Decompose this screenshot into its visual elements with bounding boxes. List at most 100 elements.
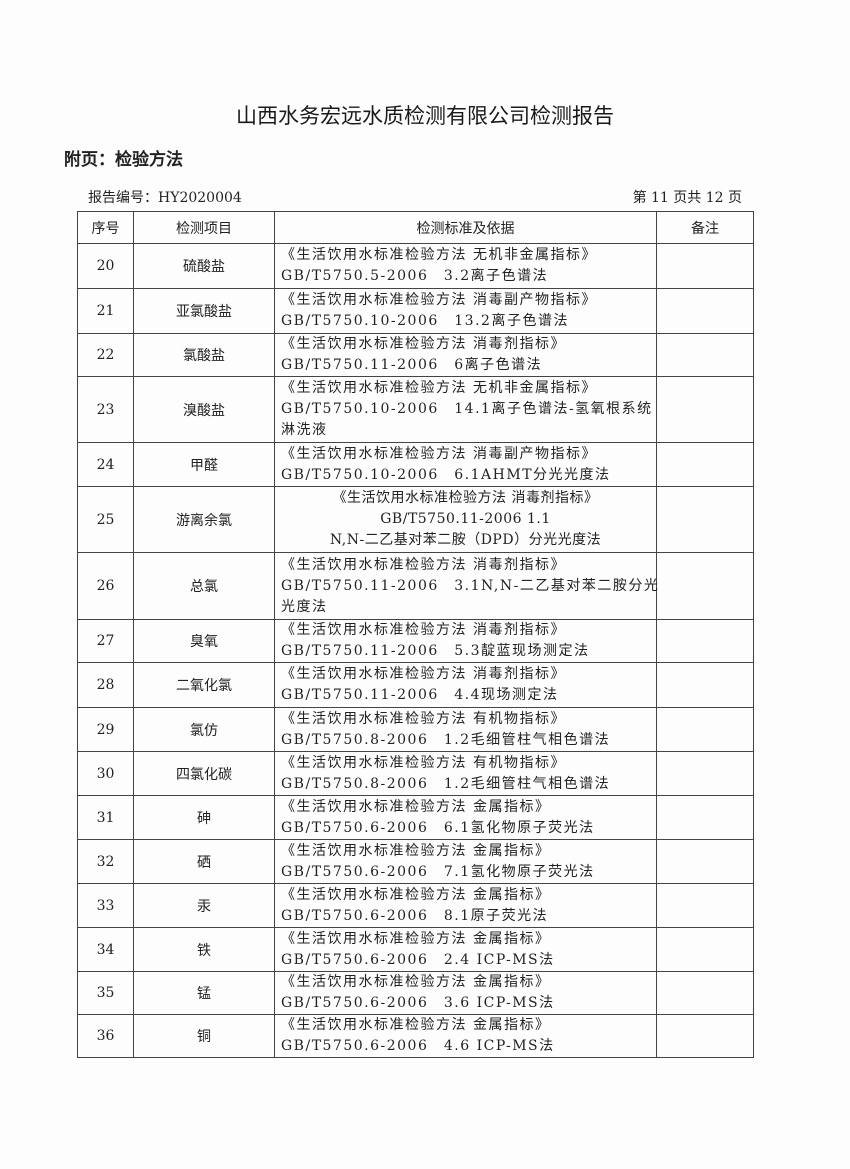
method-line: 淋洗液	[281, 422, 328, 438]
method-line: GB/T5750.10-2006 14.1离子色谱法-氢氧根系统	[281, 401, 653, 417]
note	[656, 795, 754, 840]
table-row: 20 硫酸盐 《生活饮用水标准检验方法 无机非金属指标》 GB/T5750.5-200…	[77, 243, 754, 289]
note	[656, 288, 754, 334]
test-method: 《生活饮用水标准检验方法 消毒副产物指标》 GB/T5750.10-2006 6.…	[274, 442, 657, 487]
test-method: 《生活饮用水标准检验方法 消毒剂指标》 GB/T5750.11-2006 3.1N…	[274, 552, 658, 620]
test-item: 硒	[133, 839, 275, 884]
method-line: 《生活饮用水标准检验方法 有机物指标》	[281, 754, 566, 771]
method-line: 《生活饮用水标准检验方法 金属指标》	[281, 1017, 551, 1033]
test-item: 汞	[133, 883, 275, 928]
row-number: 26	[77, 552, 134, 620]
method-line: GB/T5750.5-2006 3.2离子色谱法	[281, 268, 549, 284]
test-method: 《生活饮用水标准检验方法 金属指标》 GB/T5750.6-2006 8.1原子荧…	[274, 883, 657, 928]
method-line: 《生活饮用水标准检验方法 消毒副产物指标》	[281, 292, 597, 308]
test-method: 《生活饮用水标准检验方法 无机非金属指标》 GB/T5750.5-2006 3.2…	[274, 243, 657, 289]
appendix-subtitle: 附页：检验方法	[64, 150, 183, 170]
method-line: GB/T5750.6-2006 7.1氢化物原子荧光法	[281, 863, 595, 880]
table-row: 27 臭氧 《生活饮用水标准检验方法 消毒剂指标》 GB/T5750.11-2006 …	[77, 619, 754, 663]
test-method: 《生活饮用水标准检验方法 消毒剂指标》 GB/T5750.11-2006 6离子色…	[274, 333, 657, 377]
method-line: 《生活饮用水标准检验方法 消毒剂指标》	[332, 490, 599, 506]
method-line: 《生活饮用水标准检验方法 金属指标》	[281, 974, 551, 990]
table-row: 30 四氯化碳 《生活饮用水标准检验方法 有机物指标》 GB/T5750.8-2006…	[77, 751, 754, 796]
table-row: 33 汞《生活饮用水标准检验方法 金属指标》 GB/T5750.6-2006 8.1…	[77, 883, 754, 928]
row-number: 32	[77, 839, 134, 884]
note	[656, 376, 754, 443]
table-row: 21 亚氯酸盐 《生活饮用水标准检验方法 消毒副产物指标》 GB/T5750.10-2…	[77, 288, 754, 334]
note	[656, 662, 754, 708]
header-no: 序号	[77, 211, 134, 244]
test-method: 《生活饮用水标准检验方法 金属指标》 GB/T5750.6-2006 7.1氢化物…	[274, 839, 657, 884]
header-note: 备注	[656, 211, 754, 244]
row-number: 34	[77, 927, 134, 972]
row-number: 23	[77, 376, 134, 443]
method-line: N,N-二乙基对苯二胺（DPD）分光光度法	[329, 532, 602, 548]
method-line: 《生活饮用水标准检验方法 消毒副产物指标》	[281, 445, 597, 462]
test-item: 二氧化氯	[133, 662, 275, 708]
test-item: 四氯化碳	[133, 751, 275, 796]
table-row: 35 锰《生活饮用水标准检验方法 金属指标》 GB/T5750.6-2006 3.6…	[77, 971, 754, 1015]
test-method: 《生活饮用水标准检验方法 金属指标》 GB/T5750.6-2006 3.6 IC…	[274, 971, 657, 1015]
method-line: GB/T5750.11-2006 5.3靛蓝现场测定法	[281, 643, 590, 659]
row-number: 20	[77, 243, 134, 289]
row-number: 33	[77, 883, 134, 928]
test-method: 《生活饮用水标准检验方法 金属指标》 GB/T5750.6-2006 2.4 IC…	[274, 927, 657, 972]
test-item: 砷	[133, 795, 275, 840]
test-method: 《生活饮用水标准检验方法 消毒剂指标》 GB/T5750.11-2006 4.4现…	[274, 662, 657, 708]
note	[656, 442, 754, 487]
method-line: 《生活饮用水标准检验方法 金属指标》	[281, 842, 551, 859]
note	[656, 839, 754, 884]
table-row: 29 氯仿 《生活饮用水标准检验方法 有机物指标》 GB/T5750.8-2006 1…	[77, 707, 754, 752]
table-row: 31 砷《生活饮用水标准检验方法 金属指标》 GB/T5750.6-2006 6.1…	[77, 795, 754, 840]
method-line: 《生活饮用水标准检验方法 金属指标》	[281, 930, 551, 947]
test-item: 臭氧	[133, 619, 275, 663]
test-item: 锰	[133, 971, 275, 1015]
method-line: 《生活饮用水标准检验方法 消毒剂指标》	[281, 336, 566, 352]
test-method: 《生活饮用水标准检验方法 有机物指标》 GB/T5750.8-2006 1.2毛细…	[274, 751, 657, 796]
test-method: 《生活饮用水标准检验方法 消毒剂指标》 GB/T5750.11-2006 5.3靛…	[274, 619, 657, 663]
method-line: GB/T5750.8-2006 1.2毛细管柱气相色谱法	[281, 775, 611, 792]
note	[656, 971, 754, 1015]
test-item: 铜	[133, 1014, 275, 1058]
test-item: 溴酸盐	[133, 376, 275, 443]
row-number: 27	[77, 619, 134, 663]
row-number: 31	[77, 795, 134, 840]
table-row: 34 铁《生活饮用水标准检验方法 金属指标》 GB/T5750.6-2006 2.4…	[77, 927, 754, 972]
note	[656, 707, 754, 752]
table-row: 26 总氯 《生活饮用水标准检验方法 消毒剂指标》 GB/T5750.11-2006 …	[77, 552, 754, 620]
row-number: 36	[77, 1014, 134, 1058]
method-line: GB/T5750.8-2006 1.2毛细管柱气相色谱法	[281, 731, 611, 748]
method-line: 《生活饮用水标准检验方法 金属指标》	[281, 798, 551, 815]
method-line: GB/T5750.11-2006 4.4现场测定法	[281, 687, 559, 703]
methods-table: 序号 检测项目 检测标准及依据 备注 20 硫酸盐 《生活饮用水标准检验方法 无机非…	[77, 211, 754, 1058]
method-line: GB/T5750.10-2006 6.1AHMT分光光度法	[281, 466, 611, 483]
table-row: 32 硒《生活饮用水标准检验方法 金属指标》 GB/T5750.6-2006 7.1…	[77, 839, 754, 884]
method-line: GB/T5750.6-2006 6.1氢化物原子荧光法	[281, 819, 595, 836]
test-item: 氯仿	[133, 707, 275, 752]
method-line: 光度法	[281, 598, 328, 615]
test-method: 《生活饮用水标准检验方法 金属指标》 GB/T5750.6-2006 6.1氢化物…	[274, 795, 657, 840]
test-item: 氯酸盐	[133, 333, 275, 377]
method-line: GB/T5750.10-2006 13.2离子色谱法	[281, 313, 569, 329]
test-item: 铁	[133, 927, 275, 972]
note	[656, 751, 754, 796]
method-line: 《生活饮用水标准检验方法 无机非金属指标》	[281, 247, 597, 263]
method-line: GB/T5750.11-2006 1.1	[380, 511, 551, 527]
test-item: 硫酸盐	[133, 243, 275, 289]
note	[656, 552, 754, 620]
method-line: 《生活饮用水标准检验方法 无机非金属指标》	[281, 380, 597, 396]
note	[656, 486, 754, 553]
row-number: 35	[77, 971, 134, 1015]
header-item: 检测项目	[133, 211, 275, 244]
method-line: 《生活饮用水标准检验方法 消毒剂指标》	[281, 556, 566, 573]
method-line: GB/T5750.6-2006 3.6 ICP-MS法	[281, 995, 555, 1011]
test-item: 游离余氯	[133, 486, 275, 553]
table-row: 24 甲醛 《生活饮用水标准检验方法 消毒副产物指标》 GB/T5750.10-200…	[77, 442, 754, 487]
report-number: 报告编号：HY2020004	[88, 190, 242, 206]
test-method: 《生活饮用水标准检验方法 有机物指标》 GB/T5750.8-2006 1.2毛细…	[274, 707, 657, 752]
test-item: 甲醛	[133, 442, 275, 487]
row-number: 24	[77, 442, 134, 487]
page-info: 第 11 页共 12 页	[632, 190, 742, 206]
row-number: 22	[77, 333, 134, 377]
table-row: 28 二氧化氯 《生活饮用水标准检验方法 消毒剂指标》 GB/T5750.11-200…	[77, 662, 754, 708]
